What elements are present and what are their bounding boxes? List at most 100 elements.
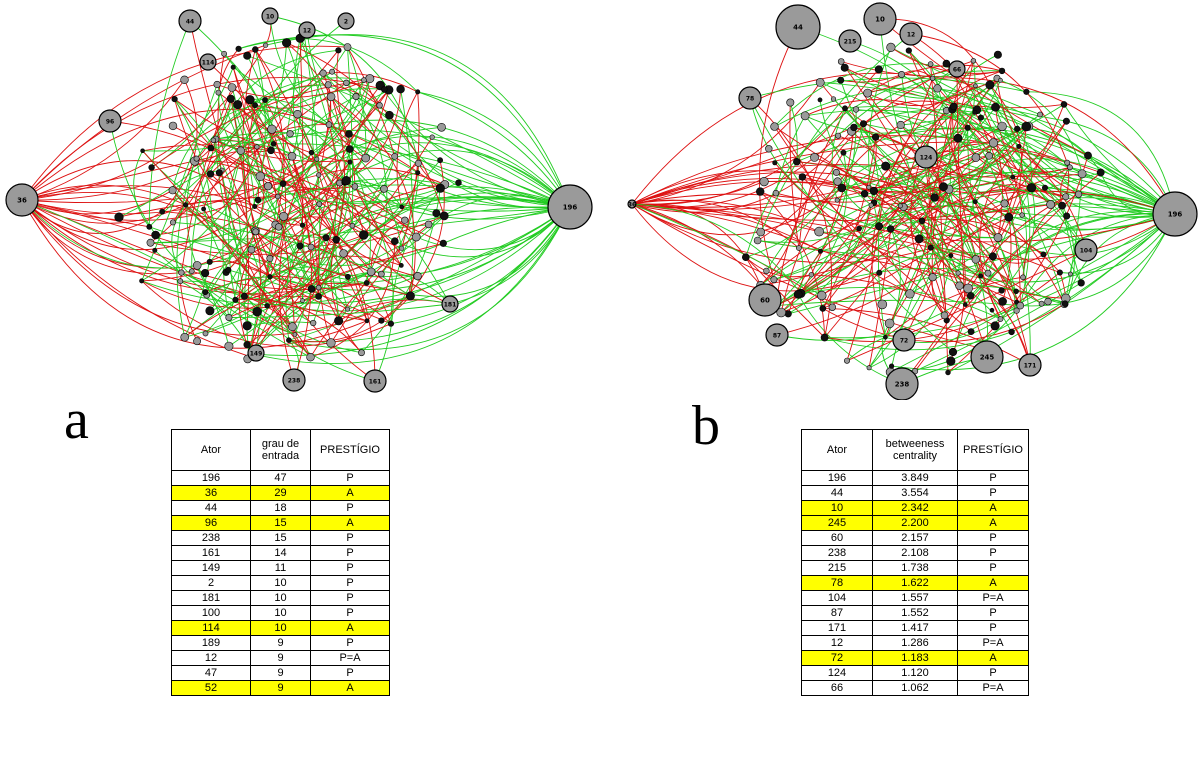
node (756, 227, 765, 237)
cell-prestigio: P=A (957, 680, 1029, 696)
node (361, 77, 367, 83)
node (376, 102, 383, 109)
edge (339, 149, 571, 208)
edge (974, 168, 1083, 203)
node (292, 332, 298, 337)
table-row: 10 2.342 A (801, 500, 1029, 516)
node (786, 98, 795, 107)
node (151, 230, 160, 240)
node (1019, 212, 1025, 218)
node (964, 124, 971, 131)
edge (843, 127, 1176, 215)
edge (776, 205, 901, 307)
edge (879, 251, 994, 274)
table-row: 196 47 P (171, 470, 390, 486)
node (316, 201, 323, 207)
edge (396, 91, 419, 208)
edge (184, 282, 411, 338)
edge (820, 81, 978, 111)
edge (631, 141, 994, 205)
edge (995, 107, 1051, 205)
cell-ator: 44 (171, 500, 251, 516)
node (834, 197, 840, 203)
table-row: 161 14 P (171, 545, 390, 561)
cell-ator: 238 (801, 545, 873, 561)
edge (631, 203, 880, 292)
node (270, 141, 277, 147)
node (398, 262, 404, 268)
edge (286, 42, 445, 217)
edge (215, 139, 268, 307)
edge (910, 110, 948, 321)
edge (176, 160, 196, 338)
hub-label: 238 (288, 378, 301, 385)
hub-label: 87 (773, 333, 781, 340)
edge (1044, 187, 1075, 304)
cell-ator: 72 (801, 650, 873, 666)
node (177, 278, 184, 285)
node (1026, 183, 1037, 193)
node (351, 183, 359, 190)
edge (21, 108, 441, 201)
edge (749, 97, 891, 230)
edge (238, 38, 419, 93)
table-row: 66 1.062 P=A (801, 680, 1029, 696)
header-ator: Ator (171, 429, 251, 471)
header-prestigio: PRESTÍGIO (310, 429, 390, 471)
edge (254, 206, 303, 226)
cell-prestigio: P (310, 575, 390, 591)
edge (844, 106, 1079, 195)
node (905, 289, 915, 299)
edge (267, 185, 441, 204)
node (818, 248, 824, 254)
cell-prestigio: P (957, 470, 1029, 486)
node (380, 185, 388, 193)
cell-ator: 114 (171, 620, 251, 636)
node (339, 249, 348, 258)
edge (141, 42, 288, 282)
node (326, 338, 336, 348)
node (415, 89, 421, 95)
edge (837, 70, 1003, 137)
edge (317, 89, 390, 344)
node (206, 170, 215, 178)
edge (336, 50, 351, 150)
cell-prestigio: P (957, 605, 1029, 621)
edge (247, 105, 271, 277)
edge (631, 108, 846, 206)
node (874, 65, 883, 74)
edge (21, 199, 252, 269)
node (1084, 151, 1092, 160)
edge (149, 226, 367, 284)
edge (631, 203, 823, 296)
node (262, 97, 268, 103)
edge (909, 197, 1176, 295)
edge (209, 178, 445, 263)
edge (172, 190, 368, 322)
node (884, 318, 895, 329)
node (742, 253, 750, 262)
edge (851, 130, 948, 321)
hub-node (1152, 191, 1198, 237)
node (378, 270, 385, 278)
node (869, 186, 879, 196)
node (287, 322, 297, 332)
node (991, 102, 1000, 112)
cell-ator: 196 (171, 470, 251, 486)
edge (291, 156, 417, 277)
hub-label: 2 (344, 19, 348, 26)
hub-node (863, 2, 897, 36)
node (437, 123, 446, 132)
edge (1001, 187, 1036, 291)
edge (246, 124, 338, 346)
node (985, 152, 993, 160)
table-row: 36 29 A (171, 485, 390, 501)
table-row: 100 10 P (171, 605, 390, 621)
edge (798, 69, 880, 249)
edge (775, 142, 994, 203)
node (307, 243, 315, 251)
table-row: 181 10 P (171, 590, 390, 606)
node (984, 269, 992, 277)
cell-prestigio: P=A (957, 590, 1029, 606)
node (242, 321, 252, 331)
